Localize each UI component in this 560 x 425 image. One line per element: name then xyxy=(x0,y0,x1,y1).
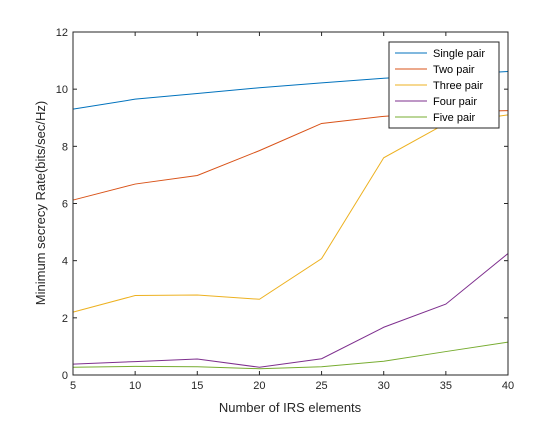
y-tick-label: 0 xyxy=(62,370,68,382)
legend-label-1: Single pair xyxy=(433,48,485,60)
x-tick-label: 5 xyxy=(70,380,76,392)
y-axis-title: Minimum secrecy Rate(bits/sec/Hz) xyxy=(33,101,48,305)
x-tick-label: 35 xyxy=(440,380,452,392)
x-tick-label: 10 xyxy=(129,380,141,392)
legend: Single pair Two pair Three pair Four pair Fi… xyxy=(388,41,500,129)
x-tick-label: 25 xyxy=(315,380,327,392)
series-line-5 xyxy=(72,341,509,370)
legend-label-3: Three pair xyxy=(433,80,483,92)
x-tick-label: 15 xyxy=(191,380,203,392)
legend-label-4: Four pair xyxy=(433,96,477,108)
y-tick-label: 8 xyxy=(62,141,68,153)
x-tick-label: 30 xyxy=(378,380,390,392)
x-tick-label: 20 xyxy=(253,380,265,392)
axes-layer: 5 10 15 20 25 30 35 40 0 2 4 6 8 10 12 xyxy=(56,27,514,392)
y-tick-label: 6 xyxy=(62,199,68,211)
y-tick-label: 12 xyxy=(56,27,68,39)
x-tick-label: 40 xyxy=(502,380,514,392)
series-line-3 xyxy=(72,114,509,313)
legend-label-2: Two pair xyxy=(433,64,475,76)
y-tick-label: 10 xyxy=(56,84,68,96)
y-tick-label: 2 xyxy=(62,313,68,325)
legend-label-5: Five pair xyxy=(433,112,476,124)
series-line-4 xyxy=(72,253,509,368)
x-axis-title: Number of IRS elements xyxy=(219,400,362,415)
y-tick-label: 4 xyxy=(62,256,68,268)
